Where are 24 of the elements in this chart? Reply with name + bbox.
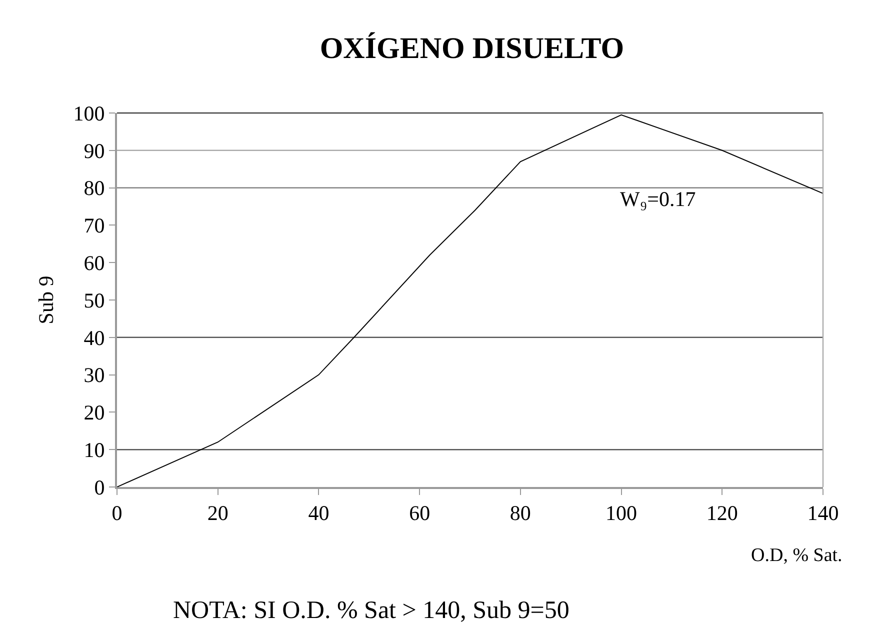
chart-title: OXÍGENO DISUELTO xyxy=(320,32,624,65)
y-tick-label: 20 xyxy=(84,400,105,425)
y-tick-label: 50 xyxy=(84,288,105,312)
y-tick-label: 10 xyxy=(84,438,105,462)
y-tick-label: 80 xyxy=(84,176,105,200)
x-tick-label: 20 xyxy=(207,501,228,526)
y-tick-label: 0 xyxy=(94,475,105,500)
x-tick-label: 140 xyxy=(807,501,839,526)
text: NOTA: SI O.D. % Sat > 140, Sub 9=50 xyxy=(173,597,570,624)
x-tick-label: 60 xyxy=(409,501,430,526)
y-tick-label: 30 xyxy=(84,363,105,388)
y-tick-label: 40 xyxy=(84,326,105,350)
x-tick-label: 120 xyxy=(706,501,738,526)
x-tick-label: 40 xyxy=(308,501,330,526)
y-axis-title: Sub 9 xyxy=(34,276,58,324)
x-tick-label: 100 xyxy=(606,501,638,526)
x-tick-label: 80 xyxy=(510,501,531,526)
x-axis-title: O.D, % Sat. xyxy=(751,545,842,566)
y-tick-label: 100 xyxy=(73,101,105,126)
y-tick-label: 70 xyxy=(84,214,105,238)
y-tick-label: 60 xyxy=(84,250,105,275)
annotation: W₉=0.17 xyxy=(620,187,696,211)
y-tick-label: 90 xyxy=(84,138,105,163)
x-tick-label: 0 xyxy=(112,501,122,526)
